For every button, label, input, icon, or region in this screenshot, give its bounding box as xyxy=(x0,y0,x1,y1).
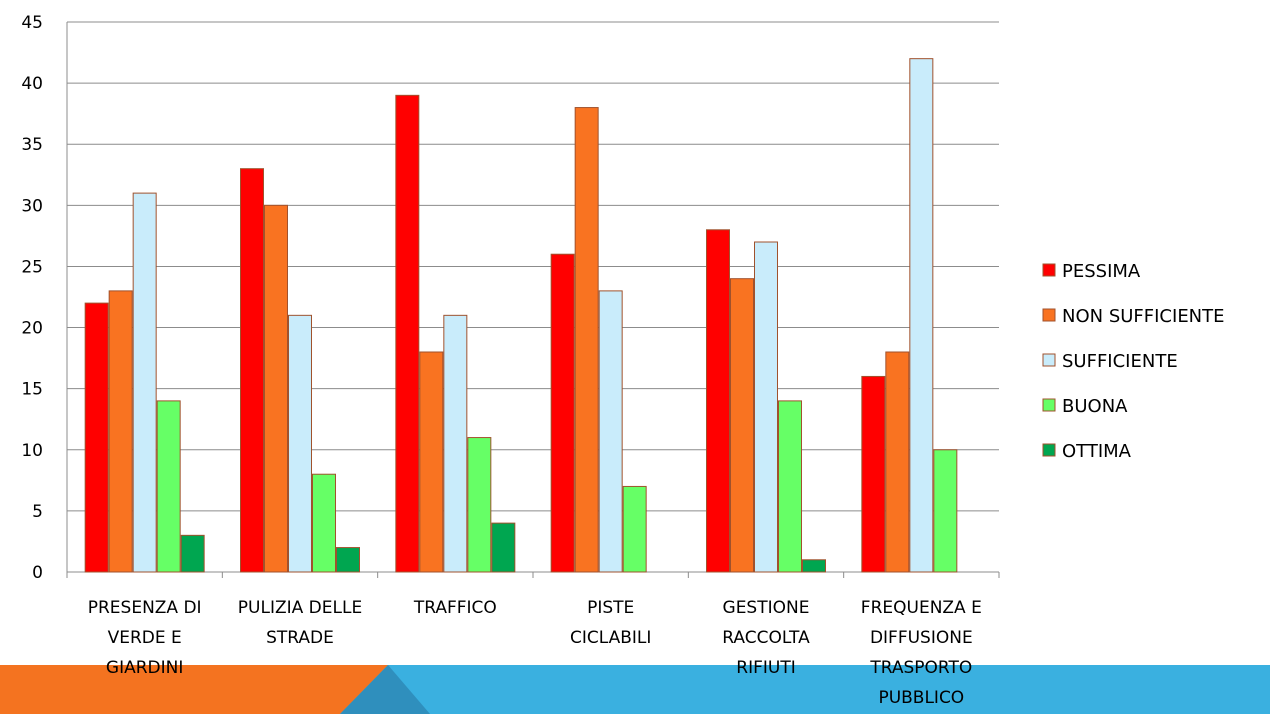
bar-sufficiente xyxy=(443,314,468,573)
bar-sufficiente xyxy=(288,314,312,573)
legend-label: BUONA xyxy=(1062,396,1128,417)
legend-swatch xyxy=(1042,353,1056,367)
bar-ottima xyxy=(336,547,360,573)
category-label: FREQUENZA E DIFFUSIONE TRASPORTO PUBBLICO xyxy=(861,598,982,708)
legend-label: PESSIMA xyxy=(1062,261,1141,282)
bar-sufficiente xyxy=(598,290,623,573)
category-label: PRESENZA DI VERDE E GIARDINI xyxy=(88,598,202,678)
bar-non-sufficiente xyxy=(730,278,754,573)
bar-buona xyxy=(622,485,647,573)
bar-pessima xyxy=(84,302,109,573)
bar-non-sufficiente xyxy=(574,107,599,573)
bar-ottima xyxy=(180,534,205,573)
bar-ottima xyxy=(491,522,516,573)
footer-band-seam xyxy=(340,665,430,714)
category-label: PULIZIA DELLE STRADE xyxy=(238,598,362,648)
legend-swatch xyxy=(1042,443,1056,457)
bar-buona xyxy=(467,437,492,573)
bar-pessima xyxy=(861,375,886,573)
y-tick-label: 15 xyxy=(21,380,43,400)
bar-pessima xyxy=(395,94,420,573)
legend-label: NON SUFFICIENTE xyxy=(1062,306,1225,327)
category-label: TRAFFICO xyxy=(413,598,497,618)
legend-swatch xyxy=(1042,398,1056,412)
y-tick-label: 10 xyxy=(21,441,43,461)
footer-band-left xyxy=(0,665,388,714)
bar-buona xyxy=(933,449,958,573)
y-tick-label: 30 xyxy=(21,196,43,216)
bar-non-sufficiente xyxy=(419,351,444,573)
y-tick-label: 25 xyxy=(21,257,43,277)
y-tick-label: 20 xyxy=(21,319,43,339)
bar-sufficiente xyxy=(909,58,934,573)
bar-non-sufficiente xyxy=(264,204,288,573)
bar-non-sufficiente xyxy=(108,290,133,573)
y-tick-label: 35 xyxy=(21,135,43,155)
bar-buona xyxy=(778,400,802,573)
y-tick-label: 40 xyxy=(21,74,43,94)
bar-buona xyxy=(312,473,336,573)
legend-swatch xyxy=(1042,263,1056,277)
y-tick-label: 45 xyxy=(21,13,43,33)
bar-pessima xyxy=(706,229,730,573)
bar-sufficiente xyxy=(754,241,778,573)
category-label: PISTE CICLABILI xyxy=(570,598,651,648)
legend-swatch xyxy=(1042,308,1056,322)
y-tick-label: 5 xyxy=(32,502,43,522)
y-tick-label: 0 xyxy=(32,563,43,583)
bar-sufficiente xyxy=(132,192,157,573)
bar-ottima xyxy=(802,559,826,573)
legend-label: SUFFICIENTE xyxy=(1062,351,1178,372)
bar-pessima xyxy=(550,253,575,573)
bar-non-sufficiente xyxy=(885,351,910,573)
category-label: GESTIONE RACCOLTA RIFIUTI xyxy=(722,598,810,678)
bar-buona xyxy=(156,400,181,573)
legend-label: OTTIMA xyxy=(1062,441,1132,462)
bar-pessima xyxy=(240,168,264,573)
